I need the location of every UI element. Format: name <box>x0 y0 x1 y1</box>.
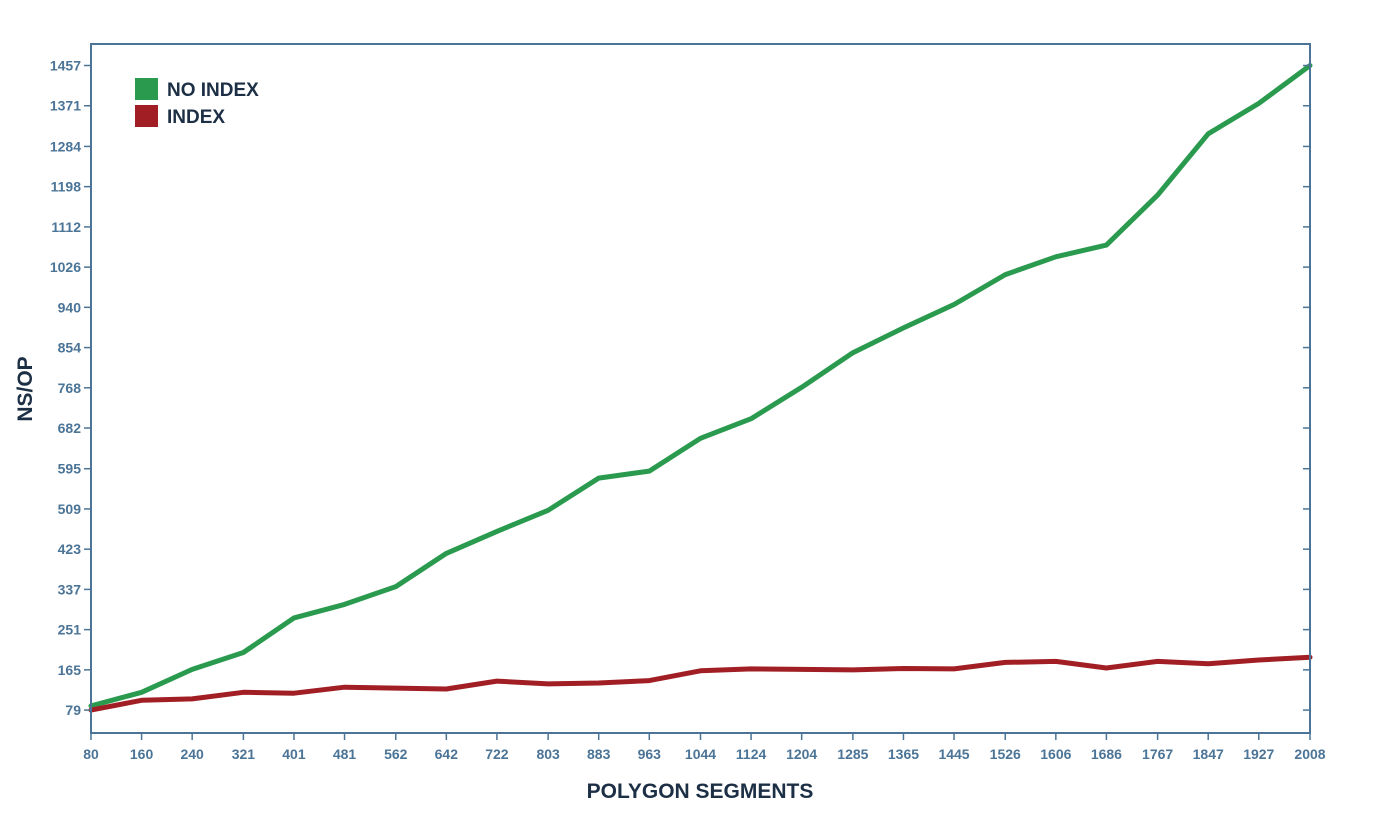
y-tick-label: 595 <box>58 461 82 477</box>
x-tick-label: 722 <box>485 746 509 762</box>
y-tick-label: 337 <box>58 581 82 597</box>
ticks-layer: 80 160 240 321 401 481 562 642 722 803 883 963 1044 1… <box>50 58 1326 762</box>
y-tick-label: 682 <box>58 420 82 436</box>
x-tick-label: 1365 <box>888 746 919 762</box>
x-tick-label: 562 <box>384 746 408 762</box>
series-layer <box>88 63 1313 713</box>
x-tick-label: 803 <box>536 746 560 762</box>
x-tick-label: 1285 <box>837 746 868 762</box>
legend-swatch-index <box>135 105 158 127</box>
x-tick-label: 1204 <box>786 746 817 762</box>
x-tick-label: 883 <box>587 746 611 762</box>
x-tick-label: 1124 <box>736 746 767 762</box>
series-line-index <box>88 654 1313 713</box>
y-tick-label: 768 <box>58 380 82 396</box>
x-tick-label: 240 <box>180 746 204 762</box>
x-axis-title: POLYGON SEGMENTS <box>587 780 814 803</box>
x-tick-label: 401 <box>282 746 306 762</box>
y-tick-label: 854 <box>58 340 82 356</box>
legend-swatch-no-index <box>135 78 158 100</box>
y-tick-label: 79 <box>65 702 81 718</box>
x-tick-label: 1767 <box>1142 746 1173 762</box>
y-tick-label: 1112 <box>51 219 81 235</box>
x-tick-label: 321 <box>232 746 256 762</box>
x-tick-label: 481 <box>333 746 357 762</box>
legend-label-index: INDEX <box>167 107 225 128</box>
x-tick-label: 1445 <box>938 746 969 762</box>
y-tick-label: 1198 <box>51 179 82 195</box>
y-tick-label: 1026 <box>50 259 81 275</box>
legend-label-no-index: NO INDEX <box>167 80 259 101</box>
y-tick-label: 251 <box>58 622 82 638</box>
y-tick-label: 1284 <box>50 138 81 154</box>
series-line-no-index <box>88 63 1313 709</box>
x-tick-label: 1686 <box>1091 746 1122 762</box>
y-tick-label: 509 <box>58 501 82 517</box>
x-tick-label: 1606 <box>1040 746 1071 762</box>
y-tick-label: 1457 <box>50 58 81 74</box>
x-tick-label: 160 <box>130 746 154 762</box>
y-tick-label: 940 <box>58 299 82 315</box>
y-axis-title: NS/OP <box>14 356 37 421</box>
x-tick-label: 1044 <box>685 746 716 762</box>
x-tick-label: 80 <box>83 746 99 762</box>
x-tick-label: 1927 <box>1243 746 1274 762</box>
y-tick-label: 1371 <box>50 98 81 114</box>
x-tick-label: 1847 <box>1193 746 1224 762</box>
x-tick-label: 963 <box>638 746 662 762</box>
x-tick-label: 2008 <box>1294 746 1325 762</box>
legend: NO INDEX INDEX <box>135 78 259 128</box>
y-tick-label: 165 <box>58 662 82 678</box>
y-tick-label: 423 <box>58 541 82 557</box>
x-tick-label: 642 <box>435 746 459 762</box>
x-tick-label: 1526 <box>990 746 1021 762</box>
